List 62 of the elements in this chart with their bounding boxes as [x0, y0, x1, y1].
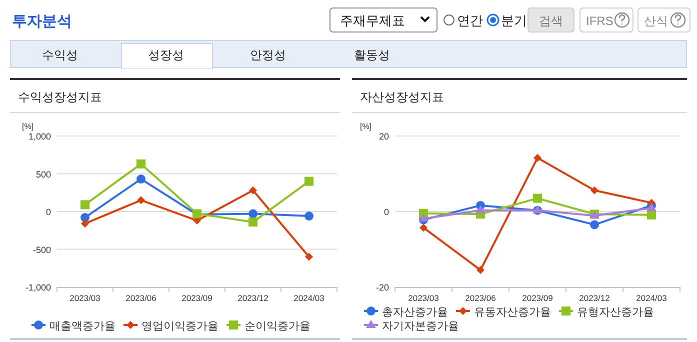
legend-label: 순이익증가율	[244, 320, 310, 332]
text: 검색	[539, 14, 563, 28]
text: IFRS	[586, 14, 614, 28]
text: 투자분석	[12, 13, 72, 30]
point	[476, 205, 486, 214]
x-tick-label: 2024/03	[636, 293, 668, 303]
point	[418, 214, 428, 222]
point	[646, 203, 656, 212]
text: 주재무제표	[340, 13, 405, 28]
y-tick-label: 0	[384, 207, 389, 217]
x-tick-label: 2023/12	[238, 293, 269, 303]
text: 산식	[644, 14, 668, 28]
text: 안정성	[250, 48, 286, 62]
chart-title: 자산성장성지표	[360, 90, 444, 104]
point	[304, 212, 314, 221]
x-tick-label: 2023/06	[465, 293, 496, 303]
x-tick-label: 2023/03	[408, 293, 440, 303]
point	[137, 196, 145, 204]
y-tick-label: 0	[46, 207, 51, 217]
x-tick-label: 2023/03	[70, 293, 101, 303]
legend-label: 매출액증가율	[50, 320, 116, 332]
y-tick-label: 20	[378, 132, 389, 142]
point	[304, 176, 314, 186]
point	[420, 224, 428, 232]
text: 성장성	[148, 48, 184, 62]
x-tick-label: 2023/09	[182, 293, 213, 303]
text: 분기	[501, 13, 527, 28]
point	[590, 220, 599, 230]
legend-label: 영업이익증가율	[142, 320, 218, 332]
text: 수익성	[42, 48, 78, 62]
point	[136, 174, 146, 184]
point	[80, 213, 90, 222]
text: 연간	[457, 13, 483, 28]
chart-title: 수익성장성지표	[18, 90, 102, 104]
point	[647, 210, 656, 220]
legend-label: 유형자산증가율	[577, 306, 654, 318]
point	[81, 220, 89, 228]
point	[136, 159, 146, 168]
y-tick-label: -500	[32, 244, 51, 255]
y-tick-label: 500	[36, 169, 51, 180]
y-axis-title: [%]	[22, 122, 34, 131]
text: 활동성	[354, 48, 390, 62]
legend-label: 유동자산증가율	[474, 306, 551, 318]
point	[305, 252, 313, 261]
legend-label: 자기자본증가율	[382, 320, 459, 332]
x-tick-label: 2023/09	[522, 293, 554, 303]
point	[80, 200, 90, 210]
point	[590, 186, 598, 194]
x-tick-label: 2024/03	[294, 293, 325, 303]
x-tick-label: 2023/12	[579, 293, 610, 303]
point	[476, 266, 484, 274]
y-tick-label: -20	[376, 282, 389, 292]
point	[533, 194, 542, 203]
y-tick-label: -1,000	[25, 282, 51, 292]
y-tick-label: 1,000	[28, 132, 51, 142]
point	[248, 218, 258, 227]
legend-label: 총자산증가율	[382, 306, 448, 318]
point	[534, 154, 542, 162]
point	[249, 186, 257, 194]
point	[248, 209, 258, 218]
y-axis-title: [%]	[360, 122, 372, 131]
x-tick-label: 2023/06	[126, 293, 157, 303]
